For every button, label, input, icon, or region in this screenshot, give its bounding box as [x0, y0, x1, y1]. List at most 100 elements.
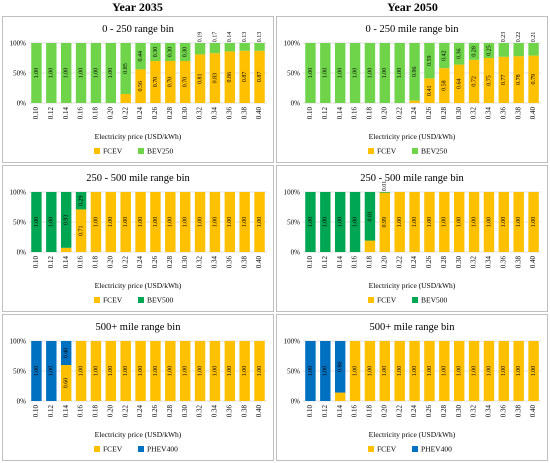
x-tick-label: 0.32	[470, 405, 478, 418]
bar-segment	[194, 43, 206, 55]
bar-segment	[60, 43, 72, 103]
data-label: 0.81	[367, 211, 373, 222]
data-label: 0.17	[212, 32, 218, 43]
x-tick-label: 0.36	[499, 405, 507, 418]
data-label: 1.00	[338, 217, 344, 228]
data-label: 1.00	[212, 217, 218, 228]
data-label: 0.30	[183, 47, 189, 58]
y-tick-label: 100%	[284, 338, 301, 346]
data-label: 0.58	[442, 80, 448, 91]
x-tick-label: 0.36	[499, 107, 507, 120]
bar-segment	[179, 341, 191, 401]
bar-segment	[528, 192, 539, 252]
bar-segment	[105, 43, 117, 103]
x-tick-label: 0.26	[151, 256, 159, 269]
bar-segment	[179, 192, 191, 252]
x-tick-label: 0.20	[380, 107, 388, 120]
legend-swatch	[368, 148, 374, 154]
data-label: 1.00	[257, 217, 263, 228]
data-label: 0.87	[242, 72, 248, 83]
bar-segment	[349, 192, 361, 252]
data-label: 1.00	[397, 366, 403, 377]
y-tick-label: 100%	[10, 189, 27, 197]
legend-label: FCEV	[377, 445, 397, 454]
data-label: 0.70	[153, 77, 159, 88]
y-tick-label: 100%	[10, 40, 27, 48]
data-label: 0.21	[531, 32, 537, 43]
y-tick-label: 50%	[13, 219, 26, 227]
bar-segment	[150, 61, 161, 103]
x-tick-label: 0.12	[321, 405, 329, 418]
bar-segment	[483, 43, 495, 58]
x-tick-label: 0.20	[380, 256, 388, 269]
data-label: 1.00	[138, 366, 144, 377]
bar-segment	[424, 192, 435, 252]
x-tick-label: 0.34	[485, 107, 493, 120]
data-label: 1.00	[153, 217, 159, 228]
bar-segment	[224, 51, 236, 103]
data-label: 0.96	[412, 67, 418, 78]
x-tick-label: 0.38	[240, 107, 248, 120]
bar-segment	[409, 43, 420, 101]
x-tick-label: 0.12	[47, 256, 55, 269]
data-label: 0.56	[138, 81, 144, 92]
data-label: 1.00	[367, 68, 373, 79]
bar-segment	[468, 341, 480, 401]
data-label: 0.44	[138, 51, 144, 62]
bar-segment	[320, 43, 331, 103]
bar-segment	[46, 43, 57, 103]
bar-segment	[379, 341, 391, 401]
bar-segment	[31, 192, 42, 252]
bar-segment	[254, 43, 265, 51]
data-label: 1.00	[531, 366, 537, 377]
bar-segment	[439, 341, 450, 401]
bar-segment	[320, 341, 331, 401]
legend-swatch	[94, 148, 100, 154]
legend-swatch	[138, 446, 144, 452]
chart-panel-2050-250-500: 250 - 500 mile range bin 0% 50% 100% 1.00 0.1…	[276, 165, 548, 312]
legend-label: FCEV	[377, 147, 397, 156]
bar-segment	[349, 43, 361, 103]
data-label: 1.00	[168, 217, 174, 228]
x-tick-label: 0.30	[181, 107, 189, 120]
data-label: 1.00	[501, 366, 507, 377]
data-label: 1.00	[352, 217, 358, 228]
chart-title: 500+ mile range bin	[370, 322, 456, 333]
bar-segment	[424, 78, 435, 103]
data-label: 0.78	[516, 74, 522, 85]
bar-segment	[105, 341, 117, 401]
bar-segment	[224, 43, 236, 52]
data-label: 0.22	[516, 32, 522, 43]
bar-segment	[424, 43, 435, 79]
legend-label: BEV250	[421, 147, 448, 156]
x-tick-label: 0.26	[425, 405, 433, 418]
bar-segment	[409, 341, 420, 401]
x-tick-label: 0.10	[32, 107, 40, 120]
chart-panel-2050-0-250: 0 - 250 mile range bin 0% 50% 100% 1.00 0.10 1…	[276, 16, 548, 163]
bar-segment	[468, 59, 480, 103]
x-tick-label: 0.32	[196, 405, 204, 418]
y-tick-label: 100%	[284, 40, 301, 48]
bar-segment	[424, 341, 435, 401]
data-label: 0.86	[338, 362, 344, 373]
bar-segment	[194, 54, 206, 103]
x-tick-label: 0.34	[485, 256, 493, 269]
data-label: 1.00	[34, 366, 40, 377]
x-tick-label: 0.26	[151, 107, 159, 120]
x-tick-label: 0.28	[166, 256, 174, 269]
data-label: 1.00	[78, 366, 84, 377]
chart-svg: 500+ mile range bin 0% 50% 100% 1.00 0.10 1.00…	[10, 322, 267, 454]
data-label: 1.00	[93, 217, 99, 228]
legend-swatch	[138, 297, 144, 303]
x-tick-label: 0.18	[366, 256, 374, 269]
bar-segment	[165, 192, 176, 252]
data-label: 1.00	[427, 217, 433, 228]
data-label: 1.00	[242, 217, 248, 228]
bar-segment	[439, 68, 450, 103]
bar-segment	[120, 192, 131, 252]
legend-label: PHEV400	[421, 445, 452, 454]
legend-swatch	[94, 446, 100, 452]
bar-segment	[90, 341, 102, 401]
bar-segment	[165, 61, 176, 103]
bar-segment	[453, 64, 465, 103]
